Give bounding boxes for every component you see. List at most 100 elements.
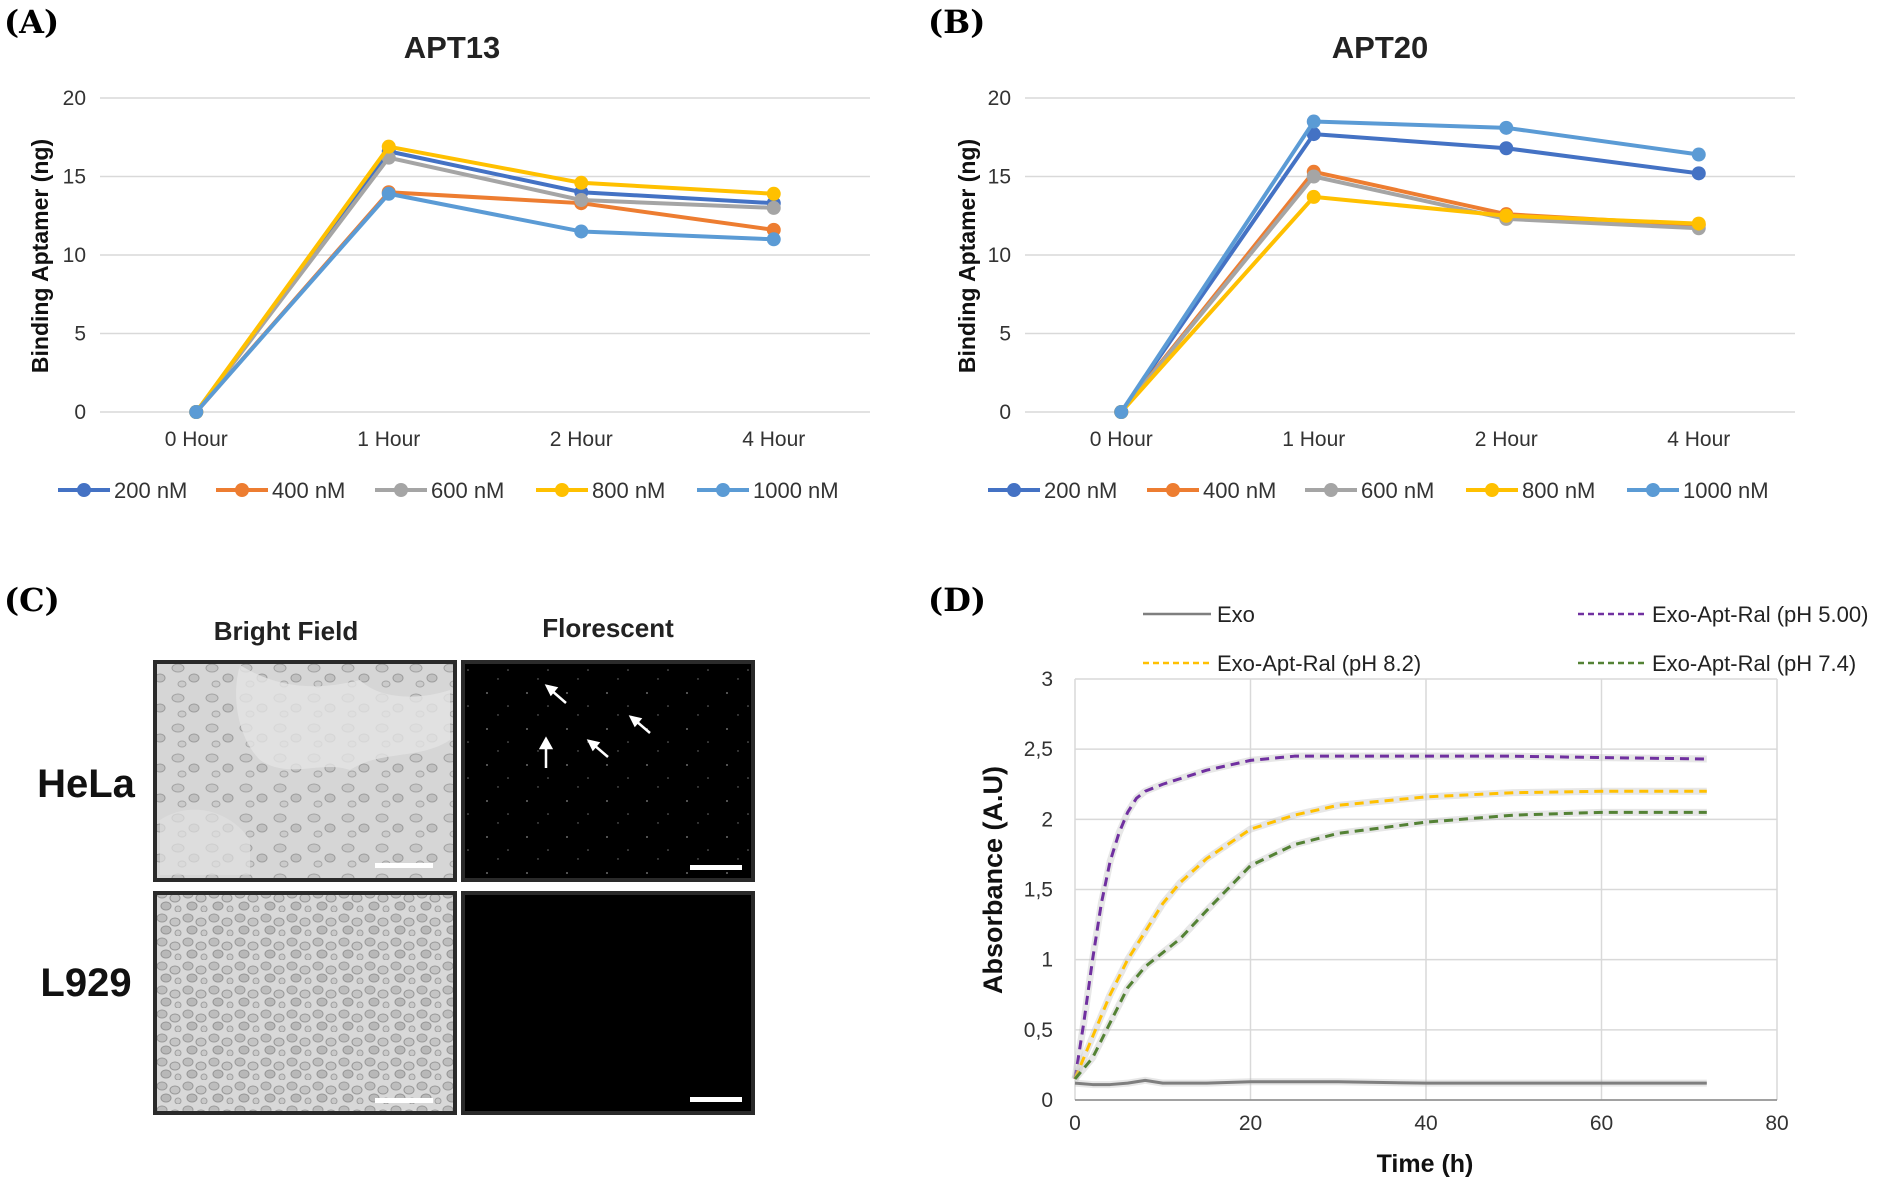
y-axis-label: Binding Aptamer (ng)	[27, 139, 53, 373]
legend-marker	[394, 483, 408, 497]
x-tick-label: 1 Hour	[1282, 428, 1345, 451]
series-line	[194, 190, 775, 414]
y-tick-label: 0	[74, 401, 86, 424]
legend-marker	[1007, 483, 1021, 497]
data-point	[1306, 127, 1321, 142]
chart-apt20: APT20 0 5 10 15 20 0 Hour 1 Hour 2 Hour 4 Hour Bin…	[954, 30, 1795, 503]
data-point	[1306, 169, 1321, 184]
scale-bar	[690, 1097, 742, 1102]
legend-label: 600 nM	[431, 478, 504, 503]
series-line	[1119, 194, 1699, 414]
legend-label: Exo-Apt-Ral (pH 8.2)	[1217, 651, 1421, 676]
chart-apt13: APT13 0 5 10 15 20 0 Hour 1 Hour 2 Hour 4 Hour Bin…	[27, 30, 870, 503]
legend-label: Exo-Apt-Ral (pH 7.4)	[1652, 651, 1856, 676]
x-tick-label: 80	[1765, 1112, 1788, 1135]
legend-label: 400 nM	[272, 478, 345, 503]
row-header-hela: HeLa	[37, 762, 136, 806]
x-tick-label: 4 Hour	[742, 428, 805, 451]
legend-label: 1000 nM	[753, 478, 839, 503]
series-line	[1119, 174, 1699, 414]
legend-label: 800 nM	[592, 478, 665, 503]
legend-marker	[1324, 483, 1338, 497]
data-point	[1691, 166, 1706, 181]
y-tick-label: 2,5	[1024, 738, 1053, 761]
scale-bar	[375, 863, 433, 868]
data-point	[574, 175, 589, 190]
y-tick-label: 3	[1041, 668, 1053, 691]
legend-marker	[1485, 483, 1499, 497]
legend-label: Exo-Apt-Ral (pH 5.00)	[1652, 602, 1868, 627]
data-point	[1499, 208, 1514, 223]
series-line	[1073, 754, 1707, 1080]
data-point	[1114, 405, 1129, 419]
y-tick-label: 20	[63, 87, 86, 110]
x-tick-label: 2 Hour	[1475, 428, 1538, 451]
panel-label-b: (B)	[928, 3, 985, 41]
hela-fluorescent-image	[461, 660, 755, 882]
y-tick-label: 15	[63, 166, 86, 189]
data-point	[1306, 114, 1321, 129]
data-point	[1499, 120, 1514, 135]
row-header-l929: L929	[40, 961, 131, 1005]
legend-marker	[716, 483, 730, 497]
series-line	[1119, 132, 1700, 414]
l929-fluorescent-image	[461, 891, 755, 1115]
y-axis-label: Binding Aptamer (ng)	[954, 139, 980, 373]
legend-marker	[555, 483, 569, 497]
y-tick-label: 5	[74, 323, 86, 346]
scale-bar	[690, 865, 742, 870]
panel-label-a: (A)	[4, 3, 59, 41]
x-tick-label: 1 Hour	[357, 428, 420, 451]
y-tick-label: 20	[988, 87, 1011, 110]
series-line	[1073, 789, 1707, 1080]
x-tick-label: 0 Hour	[165, 428, 228, 451]
x-tick-label: 60	[1590, 1112, 1613, 1135]
legend-label: 800 nM	[1522, 478, 1595, 503]
legend-label: 1000 nM	[1683, 478, 1769, 503]
y-tick-label: 5	[999, 323, 1011, 346]
data-point	[1499, 141, 1514, 156]
data-point	[1691, 147, 1706, 162]
y-tick-label: 10	[63, 244, 86, 267]
chart-title: APT13	[404, 30, 500, 65]
legend-marker	[1166, 483, 1180, 497]
l929-bright-field-image	[153, 891, 457, 1115]
chart-absorbance: 0 20 40 60 80 0 0,5 1 1,5 2 2,5 3 Time (h) Absorbance…	[978, 602, 1868, 1178]
x-tick-label: 20	[1239, 1112, 1262, 1135]
panel-label-c: (C)	[4, 581, 60, 619]
series-line	[1119, 119, 1700, 414]
legend-label: 400 nM	[1203, 478, 1276, 503]
series-line	[194, 144, 774, 414]
data-point	[574, 224, 589, 239]
y-tick-label: 1,5	[1024, 879, 1053, 902]
data-point	[766, 186, 781, 201]
y-tick-label: 0	[999, 401, 1011, 424]
col-header-florescent: Florescent	[542, 613, 674, 643]
data-point	[189, 405, 204, 419]
data-point	[766, 232, 781, 247]
x-tick-label: 4 Hour	[1667, 428, 1730, 451]
x-tick-label: 0	[1069, 1112, 1081, 1135]
chart-title: APT20	[1332, 30, 1428, 65]
y-tick-label: 10	[988, 244, 1011, 267]
y-tick-label: 1	[1041, 949, 1053, 972]
y-tick-label: 0,5	[1024, 1019, 1053, 1042]
series-shadow	[1071, 787, 1707, 1081]
data-point	[381, 139, 396, 154]
scale-bar	[375, 1098, 433, 1103]
y-tick-label: 2	[1041, 808, 1053, 831]
hela-bright-field-image	[153, 660, 457, 882]
y-tick-label: 0	[1041, 1089, 1053, 1112]
y-tick-label: 15	[988, 166, 1011, 189]
series-line	[1074, 1078, 1707, 1087]
series-line	[194, 191, 774, 414]
data-point	[381, 186, 396, 201]
arrow-icon	[538, 684, 651, 768]
data-point	[1691, 216, 1706, 231]
series-line	[194, 155, 774, 414]
legend-marker	[1646, 483, 1660, 497]
legend-label: 200 nM	[114, 478, 187, 503]
data-point	[574, 193, 589, 208]
legend-marker	[77, 483, 91, 497]
